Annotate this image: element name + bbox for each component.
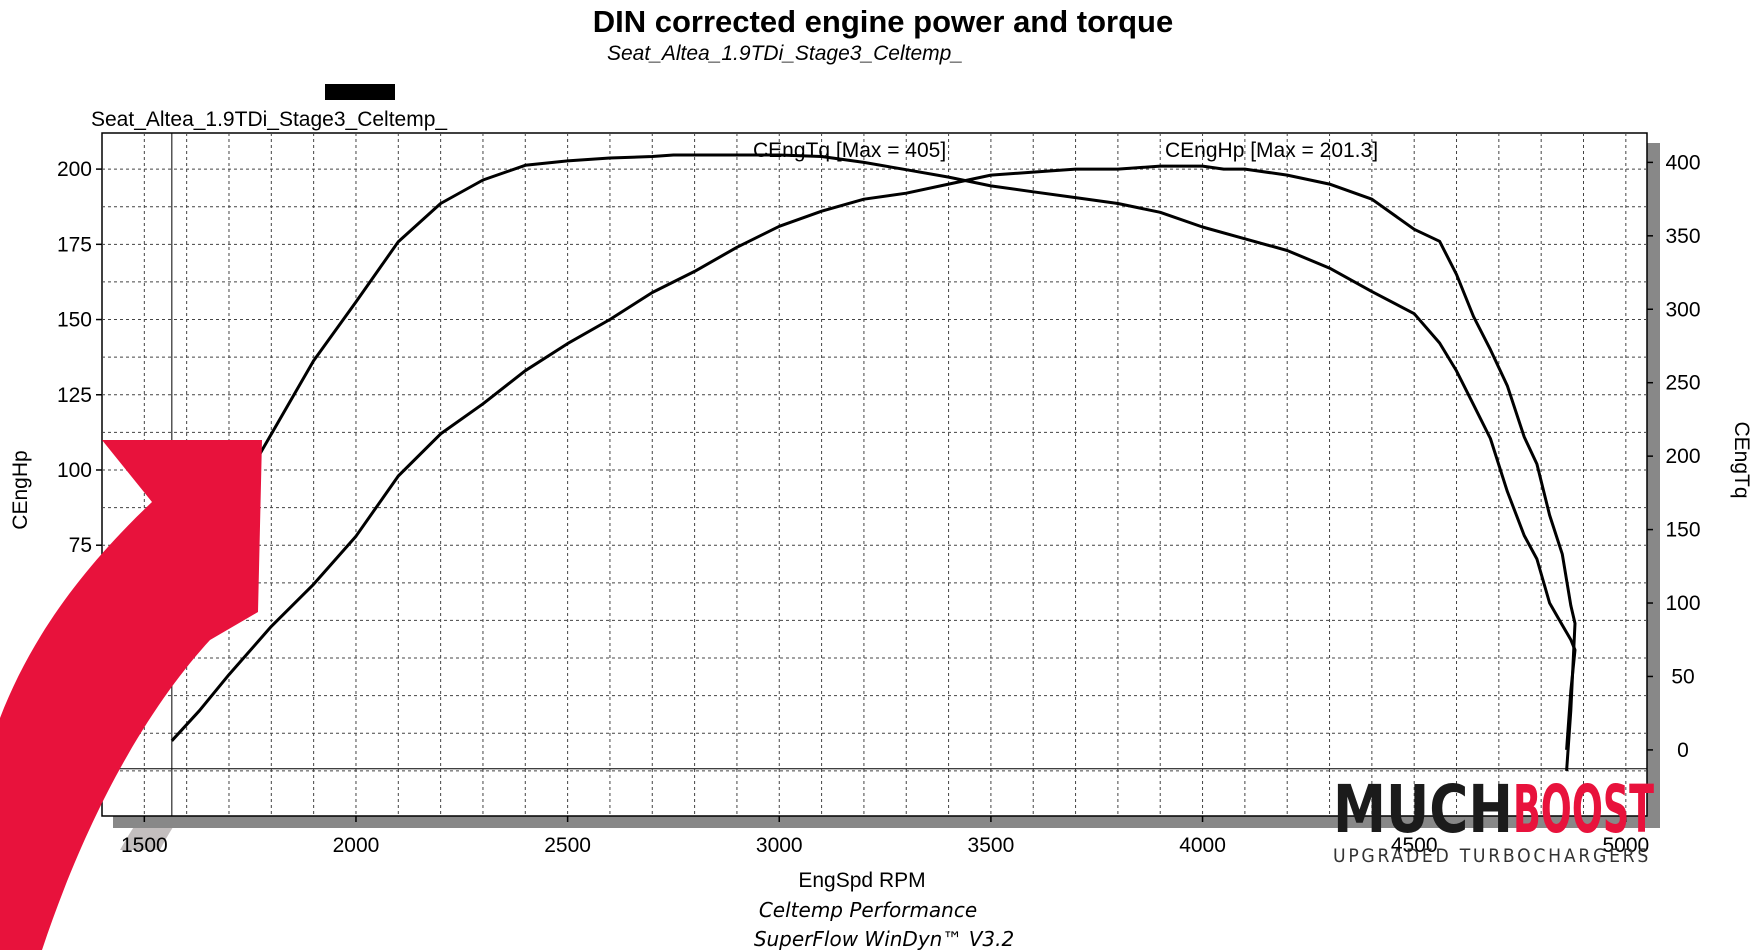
y-axis-left-label: CEngHp (9, 450, 32, 529)
x-axis-label: EngSpd RPM (798, 869, 925, 892)
y-left-tick-label: 200 (57, 158, 92, 181)
y-right-tick-label: 350 (1665, 225, 1700, 248)
x-tick-label: 2000 (333, 834, 380, 857)
red-arrow (0, 440, 262, 950)
credit-software: SuperFlow WinDyn™ V3.2 (754, 927, 1014, 950)
run-label: Seat_Altea_1.9TDi_Stage3_Celtemp_ (91, 108, 447, 131)
muchboost-logo: MUCH BOOST UPGRADED TURBOCHARGERS (1333, 771, 1654, 867)
y-left-tick-label: 175 (57, 233, 92, 256)
y-right-tick-label: 200 (1665, 445, 1700, 468)
logo-word-much: MUCH (1333, 771, 1513, 848)
y-axis-right-label: CEngTq (1730, 421, 1753, 498)
logo-word-boost: BOOST (1513, 771, 1654, 848)
series-line-CEngTq (170, 153, 1577, 751)
x-tick-label: 5000 (1602, 834, 1649, 857)
chart-subtitle: Seat_Altea_1.9TDi_Stage3_Celtemp_ (607, 42, 963, 65)
logo-tagline: UPGRADED TURBOCHARGERS (1333, 845, 1651, 867)
x-tick-label: 3500 (968, 834, 1015, 857)
series-line-CEngHp (170, 164, 1577, 772)
x-tick-label: 4000 (1179, 834, 1226, 857)
y-right-tick-label: 0 (1677, 739, 1689, 762)
y-right-tick-label: 50 (1671, 665, 1694, 688)
y-right-tick-label: 300 (1665, 298, 1700, 321)
y-axis-right-ticks: 0 50 100 150 200 250 300 350 400 (1647, 151, 1701, 762)
series-label-power: CEngHp [Max = 201.3] (1165, 139, 1378, 162)
y-axis-left-ticks: 5075100125150175200 (57, 158, 102, 632)
x-tick-label: 3000 (756, 834, 803, 857)
plot-area (101, 132, 1648, 817)
x-axis-ticks: 1500 2000 2500 3000 3500 4000 4500 5000 (121, 816, 1649, 857)
y-right-tick-label: 400 (1665, 151, 1700, 174)
x-tick-label: 2500 (544, 834, 591, 857)
y-right-tick-label: 150 (1665, 519, 1700, 542)
y-left-tick-label: 75 (69, 534, 92, 557)
curves (170, 153, 1577, 772)
x-tick-label: 4500 (1391, 834, 1438, 857)
x-tick-label: 1500 (121, 834, 168, 857)
credit-company: Celtemp Performance (759, 898, 977, 922)
y-right-tick-label: 100 (1665, 592, 1700, 615)
y-left-tick-label: 125 (57, 384, 92, 407)
y-left-tick-label: 150 (57, 309, 92, 332)
chart-title: DIN corrected engine power and torque (593, 4, 1173, 39)
y-right-tick-label: 250 (1665, 372, 1700, 395)
y-left-tick-label: 100 (57, 459, 92, 482)
run-marker (325, 84, 395, 100)
series-label-torque: CEngTq [Max = 405] (753, 139, 946, 162)
